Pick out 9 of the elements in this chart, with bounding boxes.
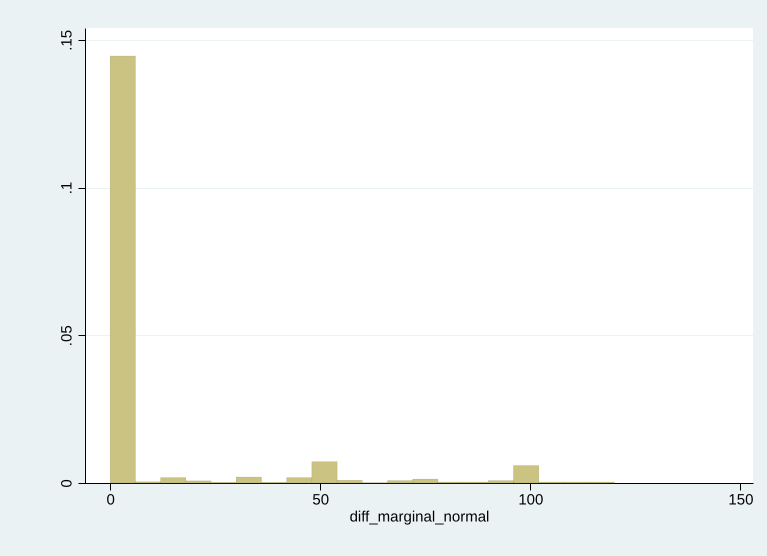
y-tick-label: .1	[58, 182, 76, 194]
x-tick-label: 50	[312, 492, 330, 508]
x-tick-label: 150	[728, 492, 754, 508]
y-tick-label: .05	[58, 325, 76, 346]
x-axis-title: diff_marginal_normal	[350, 508, 490, 526]
y-tick-label: 0	[58, 479, 76, 488]
x-tick-label: 0	[106, 492, 115, 508]
x-tick-label: 100	[518, 492, 544, 508]
y-tick-label: .15	[58, 30, 76, 51]
